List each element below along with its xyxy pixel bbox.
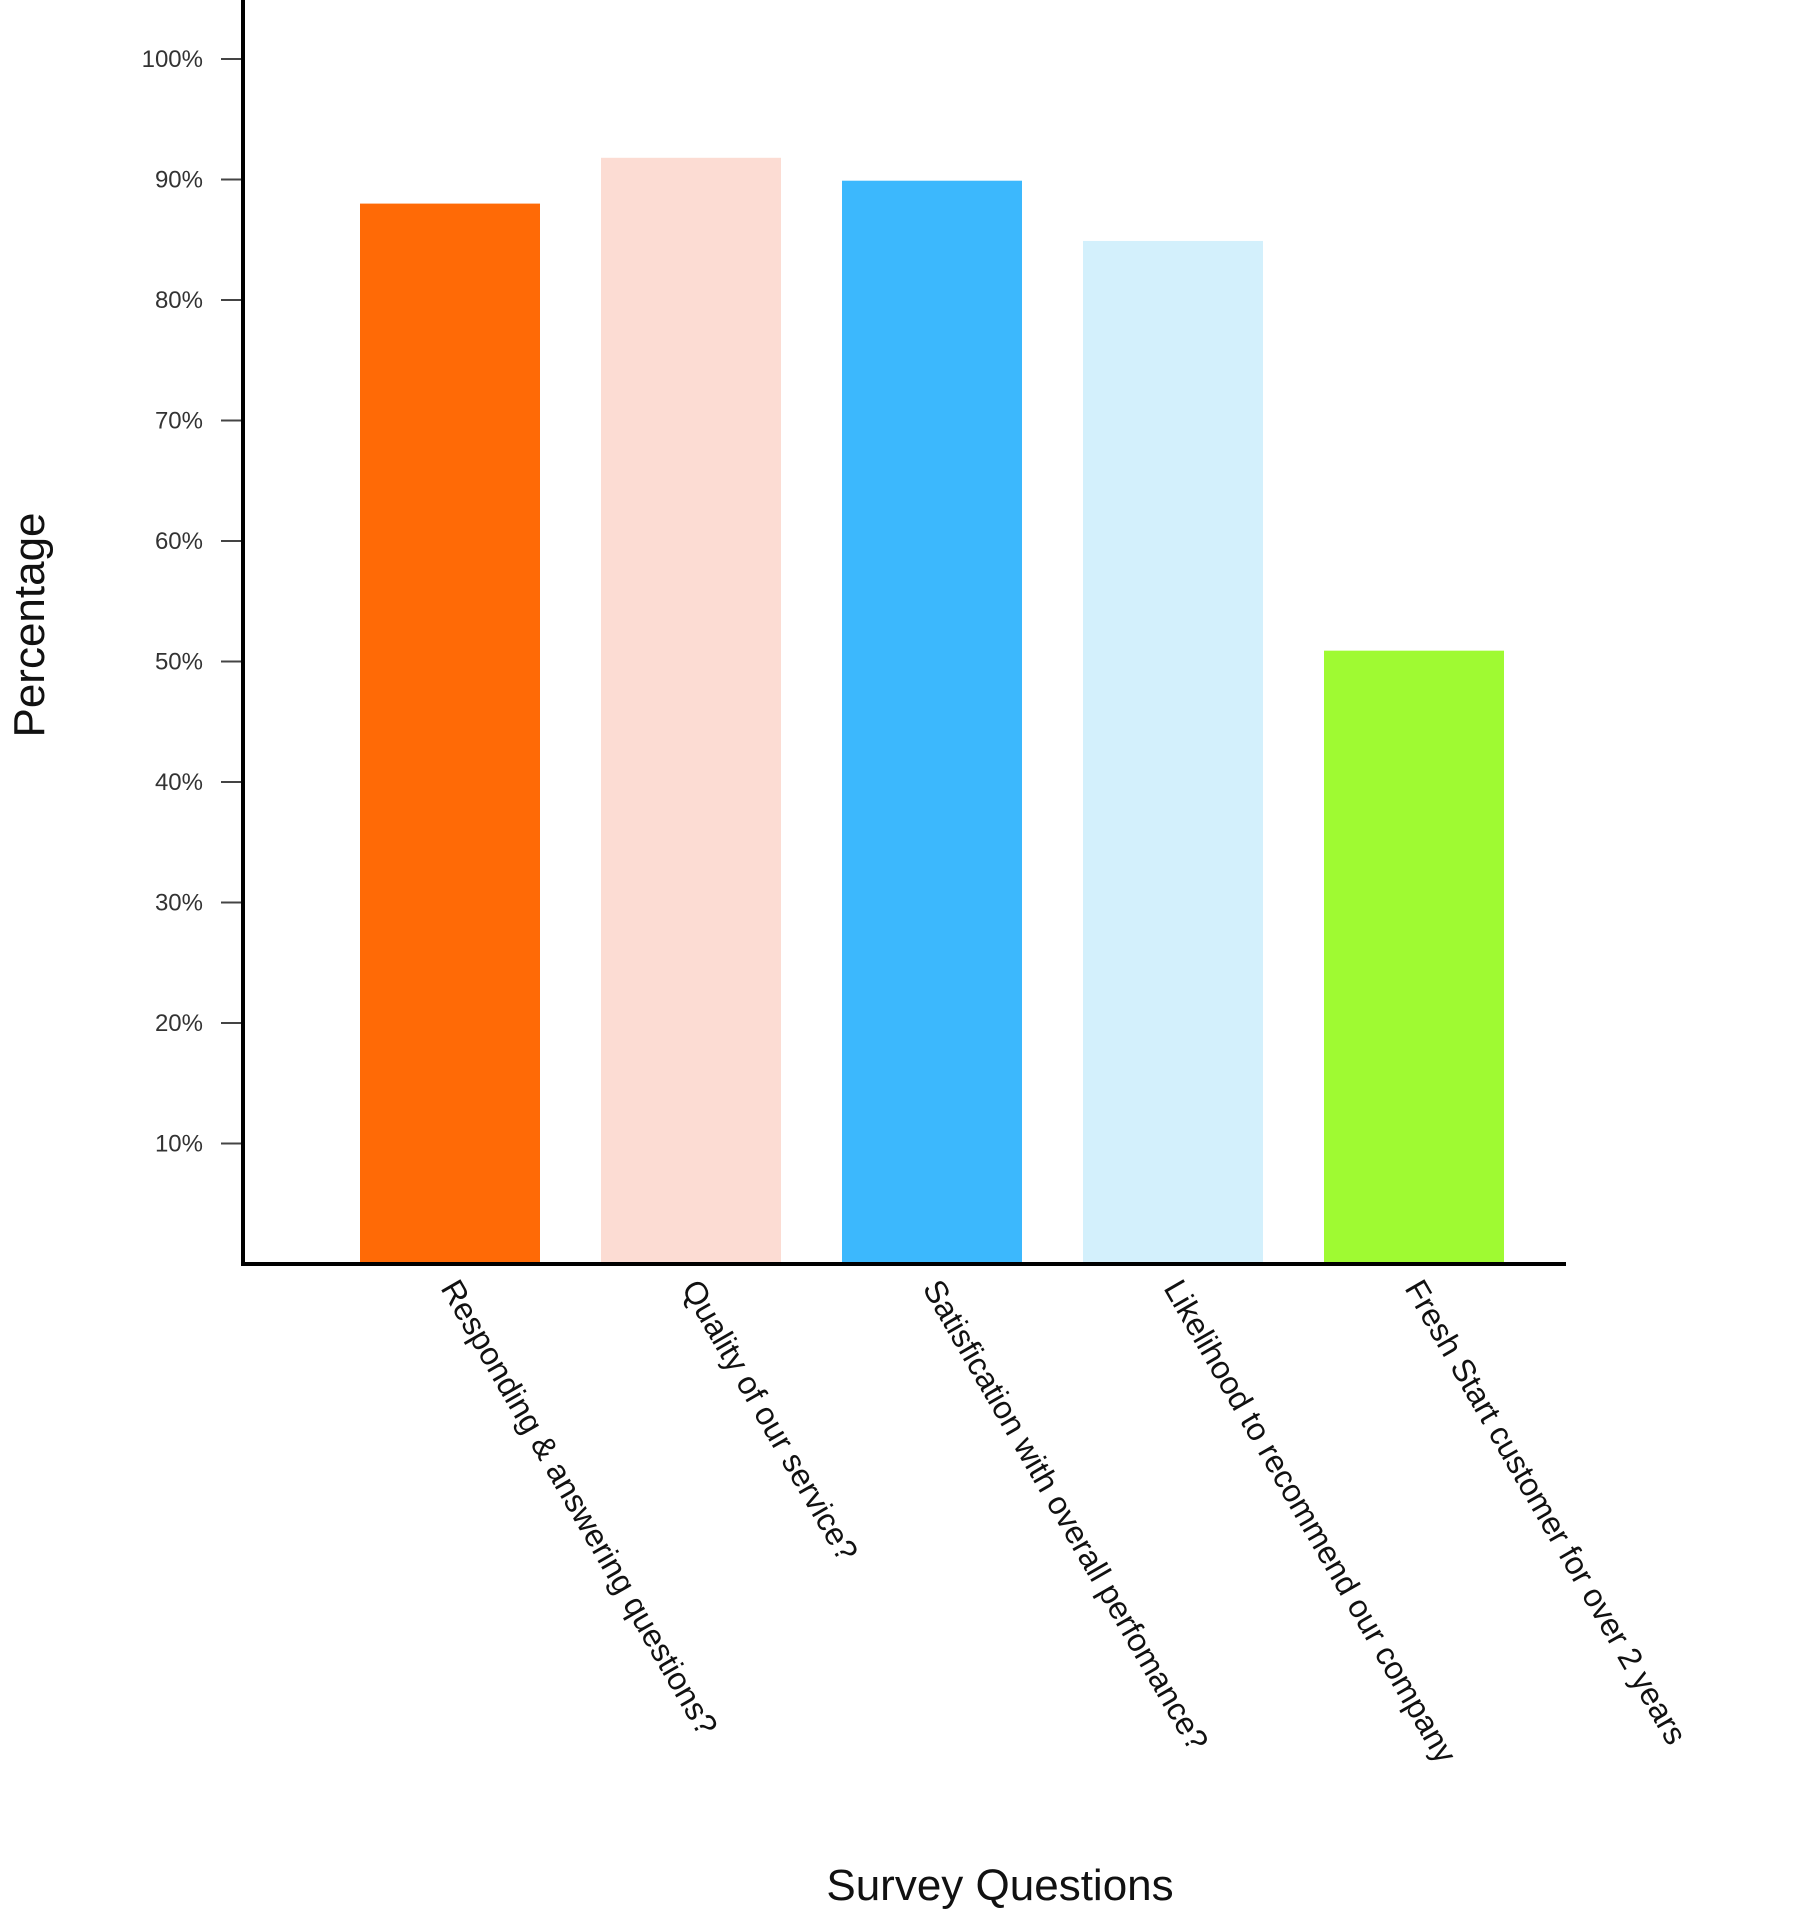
x-axis-title: Survey Questions [826, 1861, 1173, 1910]
x-category-label: Likelihood to recommend our company [1157, 1274, 1464, 1770]
bars-group [360, 157, 1504, 1265]
y-ticks-group: 10% 20% 30% 40% 50% 60% 70% 80% 90% 100% [142, 46, 243, 1158]
y-tick-label: 50% [155, 649, 203, 676]
y-tick-label: 20% [155, 1010, 203, 1037]
x-category-label: Responding & answering questions? [434, 1274, 725, 1742]
bar [601, 157, 781, 1264]
y-tick-label: 70% [155, 408, 203, 435]
y-tick-label: 90% [155, 167, 203, 194]
y-tick-label: 30% [155, 890, 203, 917]
bar [1324, 650, 1504, 1264]
y-tick-label: 100% [142, 46, 203, 73]
y-tick-label: 40% [155, 769, 203, 796]
y-tick-label: 60% [155, 528, 203, 555]
x-labels-group: Responding & answering questions?Quality… [434, 1274, 1694, 1770]
x-category-label: Quality of our service? [675, 1274, 865, 1568]
y-tick-label: 80% [155, 287, 203, 314]
y-axis-title: Percentage [5, 512, 54, 737]
bar [842, 180, 1022, 1265]
x-category-label: Satisfication with overall perfomance? [916, 1274, 1216, 1757]
x-category-label: Fresh Start customer for over 2 years [1398, 1274, 1694, 1751]
bar [1083, 240, 1263, 1264]
y-tick-label: 10% [155, 1131, 203, 1158]
bar [360, 203, 540, 1265]
